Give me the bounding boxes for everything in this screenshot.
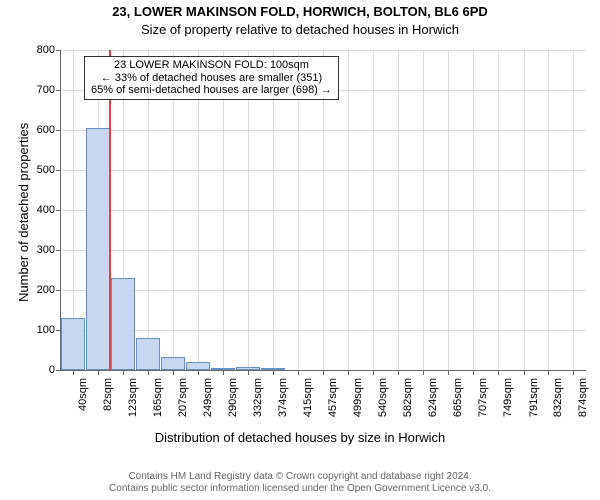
xtick-label: 82sqm xyxy=(102,378,114,411)
ytick-label: 500 xyxy=(37,164,61,176)
xtick-mark xyxy=(273,370,274,375)
gridline-vertical xyxy=(373,50,374,370)
ytick-label: 800 xyxy=(37,44,61,56)
gridline-vertical xyxy=(498,50,499,370)
xtick-mark xyxy=(98,370,99,375)
xtick-label: 624sqm xyxy=(427,378,439,417)
xtick-mark xyxy=(573,370,574,375)
xtick-mark xyxy=(298,370,299,375)
ytick-label: 400 xyxy=(37,204,61,216)
xtick-mark xyxy=(173,370,174,375)
annotation-line: 23 LOWER MAKINSON FOLD: 100sqm xyxy=(91,59,332,72)
xtick-mark xyxy=(323,370,324,375)
ytick-label: 300 xyxy=(37,244,61,256)
gridline-vertical xyxy=(348,50,349,370)
xtick-label: 499sqm xyxy=(352,378,364,417)
xtick-label: 874sqm xyxy=(577,378,589,417)
xtick-label: 791sqm xyxy=(528,378,540,417)
chart-container: { "layout": { "width": 600, "height": 50… xyxy=(0,0,600,500)
gridline-vertical xyxy=(423,50,424,370)
y-axis-label: Number of detached properties xyxy=(16,123,31,302)
ytick-label: 700 xyxy=(37,84,61,96)
histogram-bar xyxy=(211,368,235,370)
xtick-mark xyxy=(524,370,525,375)
xtick-mark xyxy=(248,370,249,375)
xtick-label: 582sqm xyxy=(402,378,414,417)
ytick-label: 600 xyxy=(37,124,61,136)
xtick-mark xyxy=(548,370,549,375)
xtick-mark xyxy=(73,370,74,375)
xtick-mark xyxy=(423,370,424,375)
histogram-bar xyxy=(136,338,160,370)
histogram-bar xyxy=(186,362,210,370)
xtick-mark xyxy=(398,370,399,375)
xtick-label: 207sqm xyxy=(177,378,189,417)
footer-line: Contains public sector information licen… xyxy=(0,483,600,495)
xtick-mark xyxy=(223,370,224,375)
x-axis-label: Distribution of detached houses by size … xyxy=(0,430,600,445)
xtick-label: 457sqm xyxy=(327,378,339,417)
xtick-mark xyxy=(448,370,449,375)
xtick-label: 415sqm xyxy=(302,378,314,417)
annotation-box: 23 LOWER MAKINSON FOLD: 100sqm← 33% of d… xyxy=(84,56,339,100)
gridline-vertical xyxy=(448,50,449,370)
xtick-label: 665sqm xyxy=(452,378,464,417)
xtick-label: 540sqm xyxy=(377,378,389,417)
gridline-vertical xyxy=(473,50,474,370)
chart-subtitle: Size of property relative to detached ho… xyxy=(0,22,600,37)
annotation-line: 65% of semi-detached houses are larger (… xyxy=(91,84,332,97)
footer-attribution: Contains HM Land Registry data © Crown c… xyxy=(0,471,600,494)
xtick-mark xyxy=(498,370,499,375)
xtick-label: 374sqm xyxy=(277,378,289,417)
footer-line: Contains HM Land Registry data © Crown c… xyxy=(0,471,600,483)
xtick-mark xyxy=(123,370,124,375)
xtick-mark xyxy=(373,370,374,375)
xtick-label: 165sqm xyxy=(152,378,164,417)
gridline-vertical xyxy=(524,50,525,370)
ytick-label: 100 xyxy=(37,324,61,336)
xtick-mark xyxy=(473,370,474,375)
ytick-label: 200 xyxy=(37,284,61,296)
xtick-label: 290sqm xyxy=(227,378,239,417)
gridline-vertical xyxy=(398,50,399,370)
histogram-bar xyxy=(236,367,260,370)
xtick-label: 832sqm xyxy=(552,378,564,417)
xtick-mark xyxy=(148,370,149,375)
histogram-bar xyxy=(86,128,110,370)
xtick-mark xyxy=(348,370,349,375)
histogram-bar xyxy=(61,318,85,370)
histogram-bar xyxy=(261,368,285,370)
xtick-label: 707sqm xyxy=(477,378,489,417)
histogram-bar xyxy=(161,357,185,370)
xtick-label: 332sqm xyxy=(252,378,264,417)
annotation-line: ← 33% of detached houses are smaller (35… xyxy=(91,72,332,85)
xtick-label: 123sqm xyxy=(127,378,139,417)
histogram-bar xyxy=(111,278,135,370)
gridline-vertical xyxy=(548,50,549,370)
xtick-label: 749sqm xyxy=(502,378,514,417)
gridline-vertical xyxy=(573,50,574,370)
xtick-label: 249sqm xyxy=(202,378,214,417)
xtick-mark xyxy=(198,370,199,375)
xtick-label: 40sqm xyxy=(77,378,89,411)
chart-title: 23, LOWER MAKINSON FOLD, HORWICH, BOLTON… xyxy=(0,4,600,19)
ytick-label: 0 xyxy=(49,364,61,376)
